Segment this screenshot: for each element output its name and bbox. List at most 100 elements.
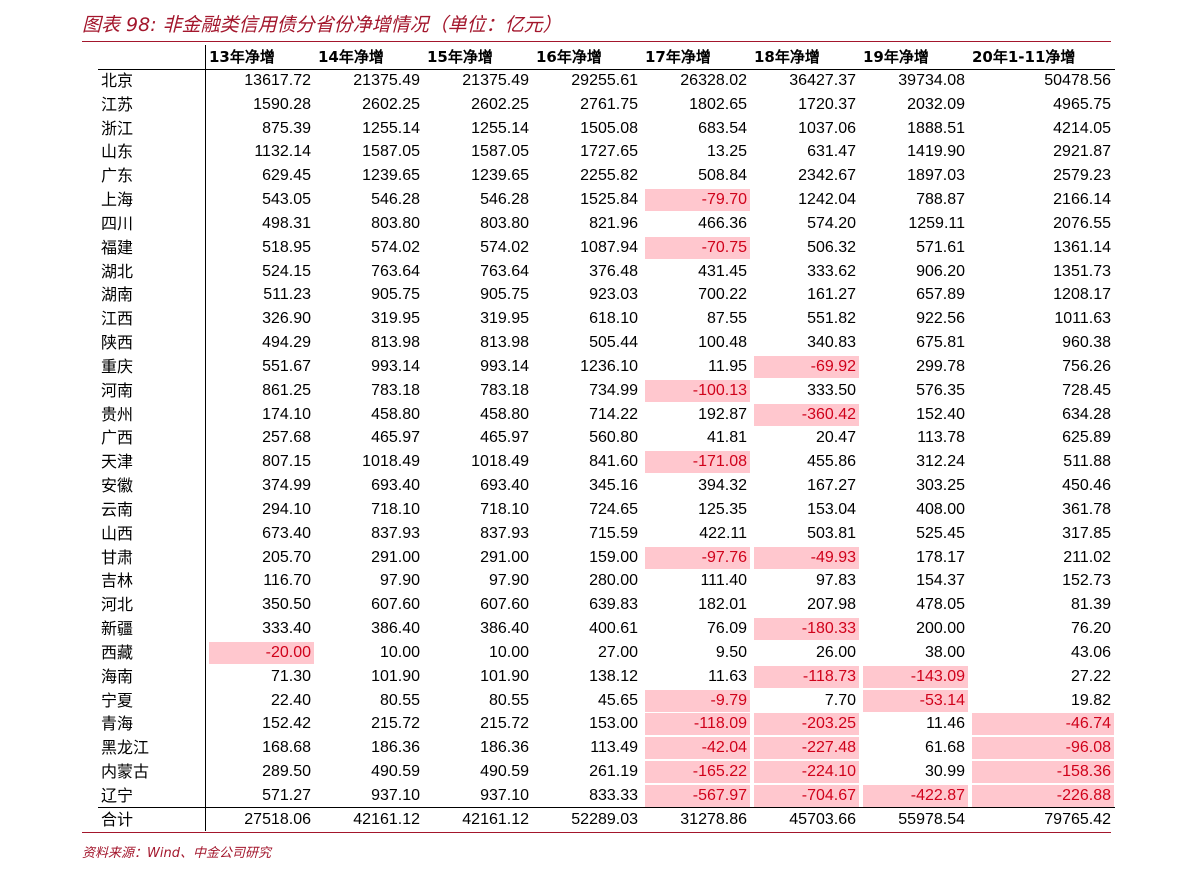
row-label: 江西 xyxy=(101,309,134,329)
cell: 813.98 xyxy=(480,334,529,352)
cell: 2342.67 xyxy=(798,167,856,185)
cell: 498.31 xyxy=(262,214,311,232)
row-label: 甘肃 xyxy=(101,547,134,567)
cell: -53.14 xyxy=(863,689,968,712)
cell: 803.80 xyxy=(371,214,420,232)
row-label: 重庆 xyxy=(101,356,134,376)
cell: -9.79 xyxy=(645,689,750,712)
cell: 1590.28 xyxy=(253,95,311,113)
cell: 1897.03 xyxy=(907,167,965,185)
row-label: 湖南 xyxy=(101,285,134,305)
cell: 76.20 xyxy=(1070,620,1111,638)
cell: 960.38 xyxy=(1062,334,1111,352)
cell: 29255.61 xyxy=(571,72,638,89)
cell: 518.95 xyxy=(262,238,311,256)
cell: 574.20 xyxy=(807,214,856,232)
row-label: 湖北 xyxy=(101,261,134,281)
row-label: 贵州 xyxy=(101,404,134,424)
row-label: 四川 xyxy=(101,213,134,233)
cell: 1361.14 xyxy=(1053,238,1111,256)
cell: 756.26 xyxy=(1062,357,1111,375)
cell: 27518.06 xyxy=(244,811,311,828)
row-label: 浙江 xyxy=(101,118,134,138)
cell: 631.47 xyxy=(807,143,856,161)
cell: 294.10 xyxy=(262,500,311,518)
cell: 289.50 xyxy=(262,763,311,781)
cell: 905.75 xyxy=(371,286,420,304)
cell: 50478.56 xyxy=(1044,72,1111,89)
cell: 2602.25 xyxy=(471,95,529,113)
cell: -20.00 xyxy=(209,641,314,664)
cell: 465.97 xyxy=(371,429,420,447)
cell: 13617.72 xyxy=(244,72,311,89)
cell: 525.45 xyxy=(916,524,965,542)
cell: 837.93 xyxy=(371,524,420,542)
cell: 153.04 xyxy=(807,500,856,518)
cell: 30.99 xyxy=(924,763,965,781)
row-label: 云南 xyxy=(101,499,134,519)
cell: 2076.55 xyxy=(1053,214,1111,232)
cell: 625.89 xyxy=(1062,429,1111,447)
cell: -226.88 xyxy=(972,784,1114,807)
cell: 1587.05 xyxy=(471,143,529,161)
cell: 922.56 xyxy=(916,310,965,328)
row-label: 上海 xyxy=(101,190,134,210)
row-label: 安徽 xyxy=(101,476,134,496)
cell: 837.93 xyxy=(480,524,529,542)
cell: 700.22 xyxy=(698,286,747,304)
cell: 1018.49 xyxy=(362,453,420,471)
cell: 2921.87 xyxy=(1053,143,1111,161)
cell: 1255.14 xyxy=(471,119,529,137)
cell: 937.10 xyxy=(480,786,529,804)
cell: 1011.63 xyxy=(1054,310,1111,328)
row-label: 北京 xyxy=(101,71,134,90)
cell: 4214.05 xyxy=(1053,119,1111,137)
cell: 27.22 xyxy=(1070,667,1111,685)
cell: -46.74 xyxy=(972,713,1114,736)
cell: 280.00 xyxy=(589,572,638,590)
cell: -118.73 xyxy=(754,665,859,688)
column-header: 16年净增 xyxy=(536,48,602,66)
row-label: 福建 xyxy=(101,237,134,257)
cell: 634.28 xyxy=(1062,405,1111,423)
cell: 174.10 xyxy=(262,405,311,423)
cell: 734.99 xyxy=(589,381,638,399)
cell: 505.44 xyxy=(589,334,638,352)
cell: 494.29 xyxy=(262,334,311,352)
cell: -97.76 xyxy=(645,546,750,569)
cell: -704.67 xyxy=(754,784,859,807)
cell: 97.90 xyxy=(379,572,420,590)
cell: 312.24 xyxy=(916,453,965,471)
cell: 52289.03 xyxy=(571,811,638,828)
cell: 673.40 xyxy=(262,524,311,542)
cell: 718.10 xyxy=(371,500,420,518)
cell: 543.05 xyxy=(262,191,311,209)
cell: 42161.12 xyxy=(353,811,420,828)
cell: 333.50 xyxy=(807,381,856,399)
cell: 27.00 xyxy=(597,643,638,661)
title-rule xyxy=(82,41,1111,42)
cell: 715.59 xyxy=(589,524,638,542)
cell: 125.35 xyxy=(698,500,747,518)
cell: -422.87 xyxy=(863,784,968,807)
cell: 81.39 xyxy=(1070,596,1111,614)
cell: 571.61 xyxy=(916,238,965,256)
cell: 36427.37 xyxy=(789,72,856,89)
cell: -70.75 xyxy=(645,236,750,259)
cell: 80.55 xyxy=(488,691,529,709)
cell: 724.65 xyxy=(589,500,638,518)
column-header: 14年净增 xyxy=(318,48,384,66)
header-rule xyxy=(98,69,1115,70)
cell: 1087.94 xyxy=(580,238,638,256)
cell: 326.90 xyxy=(262,310,311,328)
cell: -360.42 xyxy=(754,403,859,426)
row-label: 西藏 xyxy=(101,642,134,662)
cell: 1259.11 xyxy=(908,214,965,232)
cell: 113.49 xyxy=(590,739,638,757)
cell: 1720.37 xyxy=(798,95,856,113)
cell: 319.95 xyxy=(480,310,529,328)
cell: 9.50 xyxy=(715,643,747,661)
row-label: 河北 xyxy=(101,595,134,615)
cell: 1239.65 xyxy=(471,167,529,185)
row-label: 陕西 xyxy=(101,333,134,353)
